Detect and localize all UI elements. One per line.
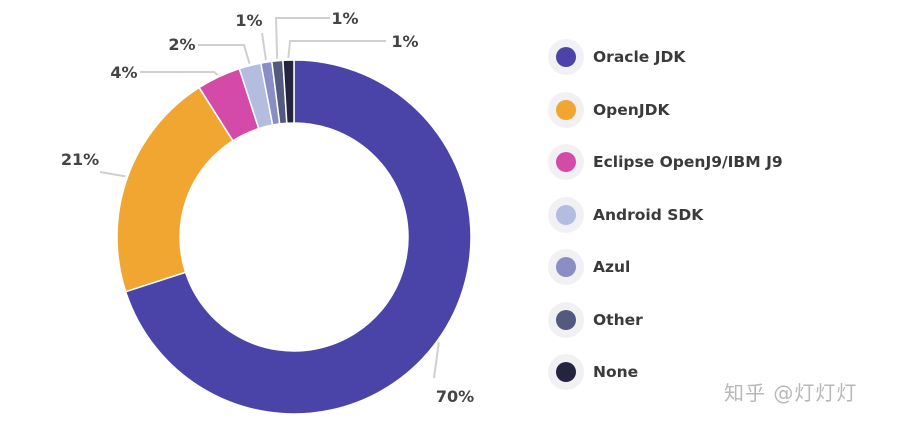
legend-dot — [556, 47, 576, 67]
legend-dot — [556, 204, 576, 225]
data-label-other: 1% — [331, 9, 358, 28]
data-label-oracle-jdk: 70% — [436, 387, 474, 406]
legend-item-oracle-jdk: Oracle JDK — [548, 39, 685, 75]
slice-openjdk — [116, 86, 234, 293]
legend-label: Azul — [593, 258, 631, 276]
leader-line-eclipse-openj9 — [140, 71, 219, 76]
legend-swatch — [548, 144, 584, 180]
slice-none — [282, 59, 295, 125]
legend-swatch — [548, 354, 584, 390]
legend-dot — [556, 99, 576, 120]
leader-line-openjdk — [99, 171, 126, 178]
legend-label: Other — [593, 310, 643, 329]
legend-item-eclipse-openj9: Eclipse OpenJ9/IBM J9 — [548, 144, 783, 180]
data-label-eclipse-openj9: 4% — [110, 63, 137, 82]
legend-item-openjdk: OpenJDK — [548, 91, 670, 128]
legend-swatch — [548, 249, 584, 285]
legend-swatch — [548, 196, 584, 233]
leader-line-android-sdk — [198, 44, 251, 64]
legend-item-other: Other — [548, 301, 643, 338]
watermark: 知乎 @灯灯灯 — [724, 381, 858, 405]
leader-line-none — [287, 40, 386, 59]
legend-label: Oracle JDK — [593, 48, 686, 66]
data-label-none: 1% — [391, 32, 418, 51]
legend-dot — [556, 309, 576, 330]
legend-dot — [556, 362, 576, 382]
legend-label: None — [593, 363, 639, 381]
legend-item-none: None — [548, 354, 638, 390]
legend-label: Eclipse OpenJ9/IBM J9 — [593, 153, 783, 171]
data-label-openjdk: 21% — [61, 150, 99, 169]
slice-oracle-jdk — [124, 59, 472, 415]
legend-item-azul: Azul — [548, 249, 630, 285]
legend-label: Android SDK — [593, 205, 704, 224]
legend-label: OpenJDK — [593, 100, 670, 119]
data-label-android-sdk: 2% — [168, 35, 195, 54]
leader-line-azul — [261, 32, 267, 61]
leader-line-oracle-jdk — [433, 342, 440, 379]
legend-item-android-sdk: Android SDK — [548, 196, 704, 233]
data-label-azul: 1% — [235, 11, 262, 30]
legend-swatch — [548, 39, 584, 75]
legend-swatch — [548, 91, 584, 128]
leader-line-other — [274, 17, 330, 59]
legend-swatch — [548, 301, 584, 338]
legend-dot — [556, 257, 576, 277]
legend-dot — [556, 152, 576, 172]
